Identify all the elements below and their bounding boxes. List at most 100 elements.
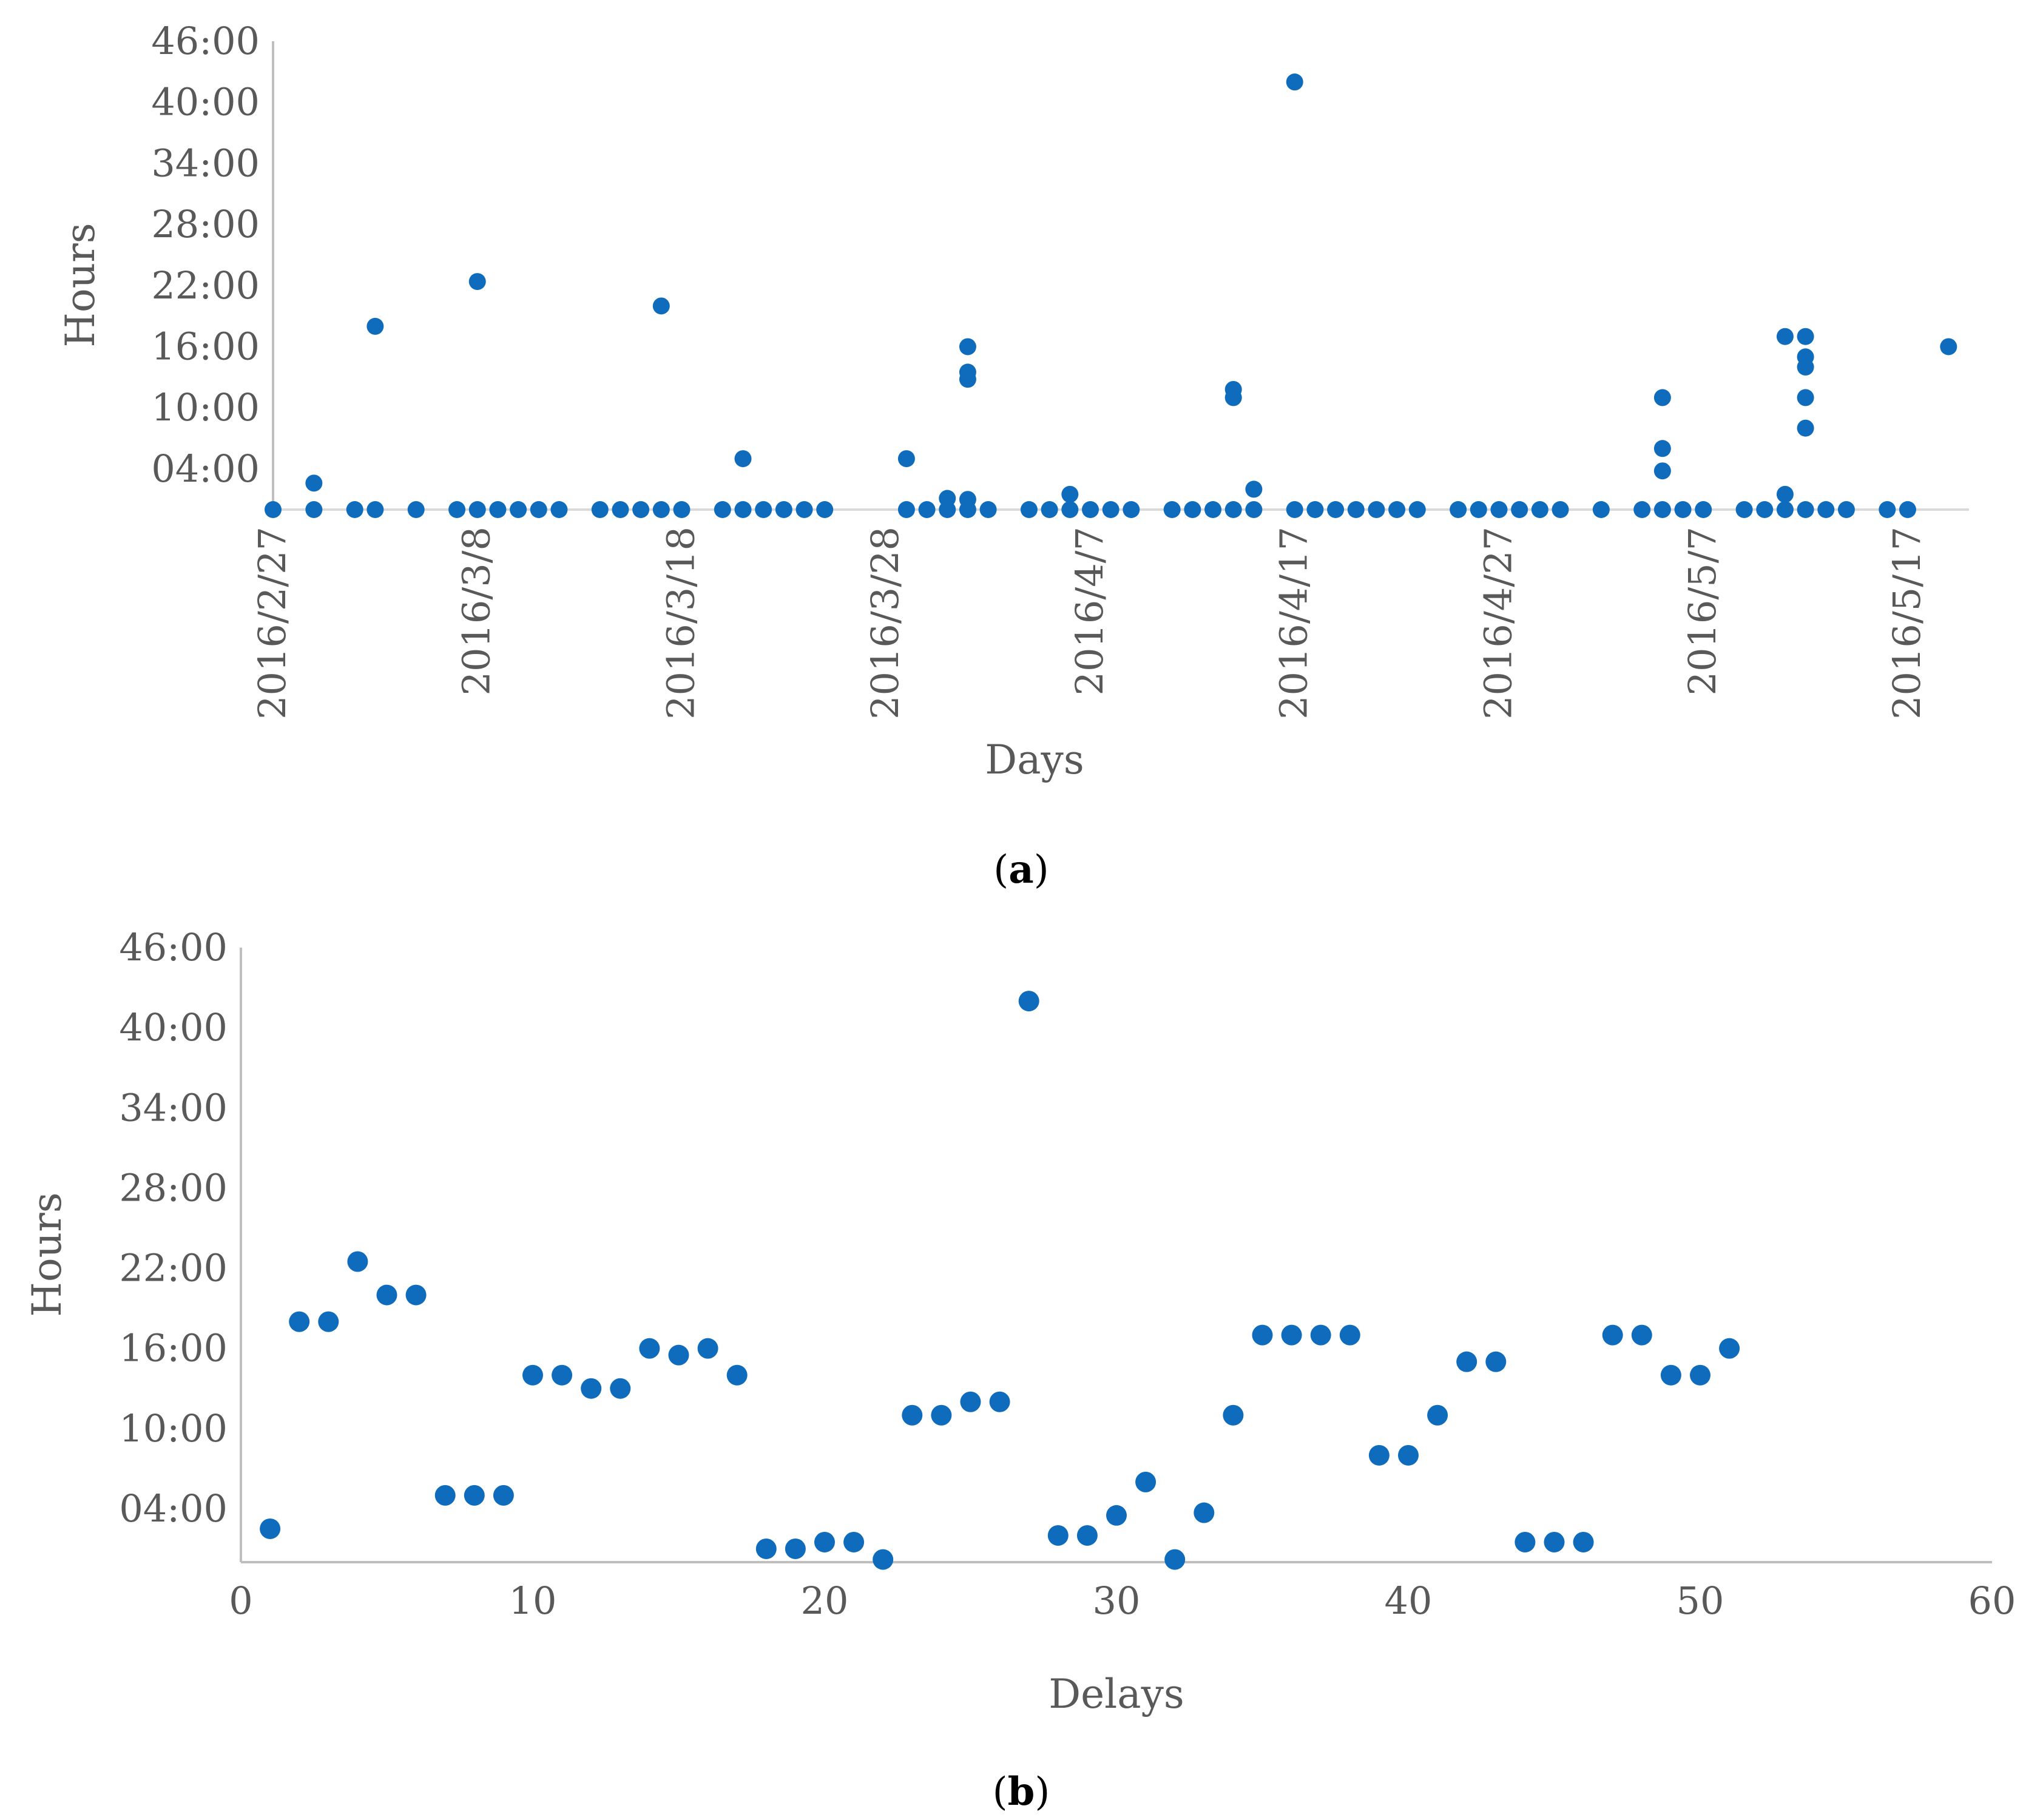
chart-a-point (1224, 380, 1242, 398)
chart-b-point (1281, 1324, 1302, 1346)
chart-a-point (265, 501, 282, 518)
chart-a-point (1204, 501, 1222, 518)
chart-b-point (1544, 1531, 1565, 1552)
chart-a-point (734, 450, 752, 468)
chart-b-point (493, 1485, 514, 1506)
chart-b-point (376, 1284, 397, 1306)
chart-a-point (652, 501, 670, 518)
chart-a-y-tick-label: 34:00 (151, 141, 260, 185)
chart-a-y-tick-label: 04:00 (151, 447, 260, 491)
chart-a-point (1879, 501, 1896, 518)
chart-b-point (1018, 991, 1039, 1012)
chart-b-x-tick-labels: 0 10 20 30 40 50 60 (229, 1579, 2016, 1623)
chart-a-point (1327, 501, 1345, 518)
chart-b-x-tick-label: 50 (1677, 1579, 1724, 1623)
chart-b-point (1339, 1324, 1360, 1346)
chart-a-point (468, 501, 486, 518)
chart-b-point (960, 1391, 981, 1412)
chart-b-point (668, 1344, 689, 1366)
chart-b-point (552, 1364, 573, 1386)
chart-b-x-tick-label: 0 (229, 1579, 252, 1623)
chart-a-point (632, 501, 650, 518)
chart-b: 04:00 10:00 16:00 22:00 28:00 34:00 40:00 46:00… (24, 925, 2016, 1815)
chart-a-point (1286, 73, 1303, 91)
chart-b-point (610, 1378, 631, 1399)
chart-a-point (959, 363, 976, 381)
chart-a-point (979, 501, 997, 518)
chart-a-point (652, 297, 670, 315)
chart-a: 04:00 10:00 16:00 22:00 28:00 34:00 40:00 46:00… (57, 19, 1969, 892)
chart-a-point (489, 501, 507, 518)
chart-a-x-tick-label: 2016/5/7 (1680, 527, 1724, 695)
chart-a-point (305, 501, 323, 518)
chart-a-point (1797, 348, 1814, 366)
chart-a-point (1450, 501, 1467, 518)
chart-a-point (1797, 501, 1814, 518)
chart-a-y-tick-label: 10:00 (151, 385, 260, 430)
chart-a-point (1163, 501, 1181, 518)
chart-a-point (1674, 501, 1692, 518)
chart-b-point (405, 1284, 427, 1306)
chart-a-x-axis-title: Days (985, 736, 1084, 783)
chart-a-point (1633, 501, 1651, 518)
chart-a-point (1245, 501, 1263, 518)
chart-b-point (347, 1251, 368, 1272)
chart-a-point (1286, 501, 1303, 518)
chart-b-point (931, 1404, 952, 1426)
chart-b-point (434, 1485, 456, 1506)
chart-b-y-axis-title: Hours (24, 1192, 70, 1316)
chart-b-point (318, 1311, 339, 1332)
chart-b-y-tick-label: 10:00 (119, 1406, 228, 1451)
chart-b-point (1602, 1324, 1623, 1346)
chart-a-point (1490, 501, 1508, 518)
chart-b-point (1515, 1531, 1536, 1552)
chart-b-point (1660, 1364, 1681, 1386)
panel-label-a-letter: a (1008, 847, 1033, 892)
chart-a-point (530, 501, 547, 518)
chart-a-point (959, 338, 976, 356)
chart-b-y-tick-label: 04:00 (119, 1486, 228, 1531)
chart-a-point (1653, 440, 1671, 457)
chart-b-y-tick-label: 28:00 (119, 1165, 228, 1210)
chart-a-point (1531, 501, 1548, 518)
chart-a-point (1776, 501, 1794, 518)
chart-b-point (1456, 1351, 1477, 1372)
chart-a-point (775, 501, 792, 518)
chart-b-point (1164, 1549, 1186, 1570)
chart-b-point (755, 1538, 777, 1559)
chart-a-point (939, 490, 956, 507)
chart-a-point (1470, 501, 1487, 518)
chart-b-point (1719, 1338, 1740, 1359)
chart-a-point (1776, 485, 1794, 503)
chart-a-point (1368, 501, 1385, 518)
chart-b-point (1631, 1324, 1652, 1346)
chart-b-point (1398, 1444, 1419, 1466)
chart-a-point (468, 273, 486, 291)
chart-b-y-tick-label: 16:00 (119, 1326, 228, 1370)
chart-a-point (1899, 501, 1916, 518)
chart-b-x-tick-label: 40 (1385, 1579, 1433, 1623)
chart-a-point (1511, 501, 1528, 518)
chart-a-point (1102, 501, 1119, 518)
chart-a-point (1837, 501, 1855, 518)
chart-b-point (902, 1404, 923, 1426)
chart-a-point (591, 501, 609, 518)
panel-label-a: (a) (993, 847, 1049, 892)
chart-a-point (1184, 501, 1201, 518)
chart-b-point (1223, 1404, 1244, 1426)
chart-b-x-tick-label: 10 (509, 1579, 557, 1623)
chart-a-point (816, 501, 834, 518)
chart-a-y-tick-label: 22:00 (151, 263, 260, 308)
chart-a-point (448, 501, 466, 518)
chart-b-point (697, 1338, 718, 1359)
chart-a-point (959, 491, 976, 508)
chart-a-point (734, 501, 752, 518)
chart-a-y-tick-label: 40:00 (151, 80, 260, 124)
chart-a-x-tick-label: 2016/3/18 (658, 527, 703, 720)
chart-a-point (366, 317, 384, 335)
chart-b-point (1135, 1471, 1157, 1492)
chart-a-x-tick-label: 2016/2/27 (250, 527, 294, 720)
chart-b-points (260, 991, 1740, 1570)
chart-a-point (1123, 501, 1140, 518)
